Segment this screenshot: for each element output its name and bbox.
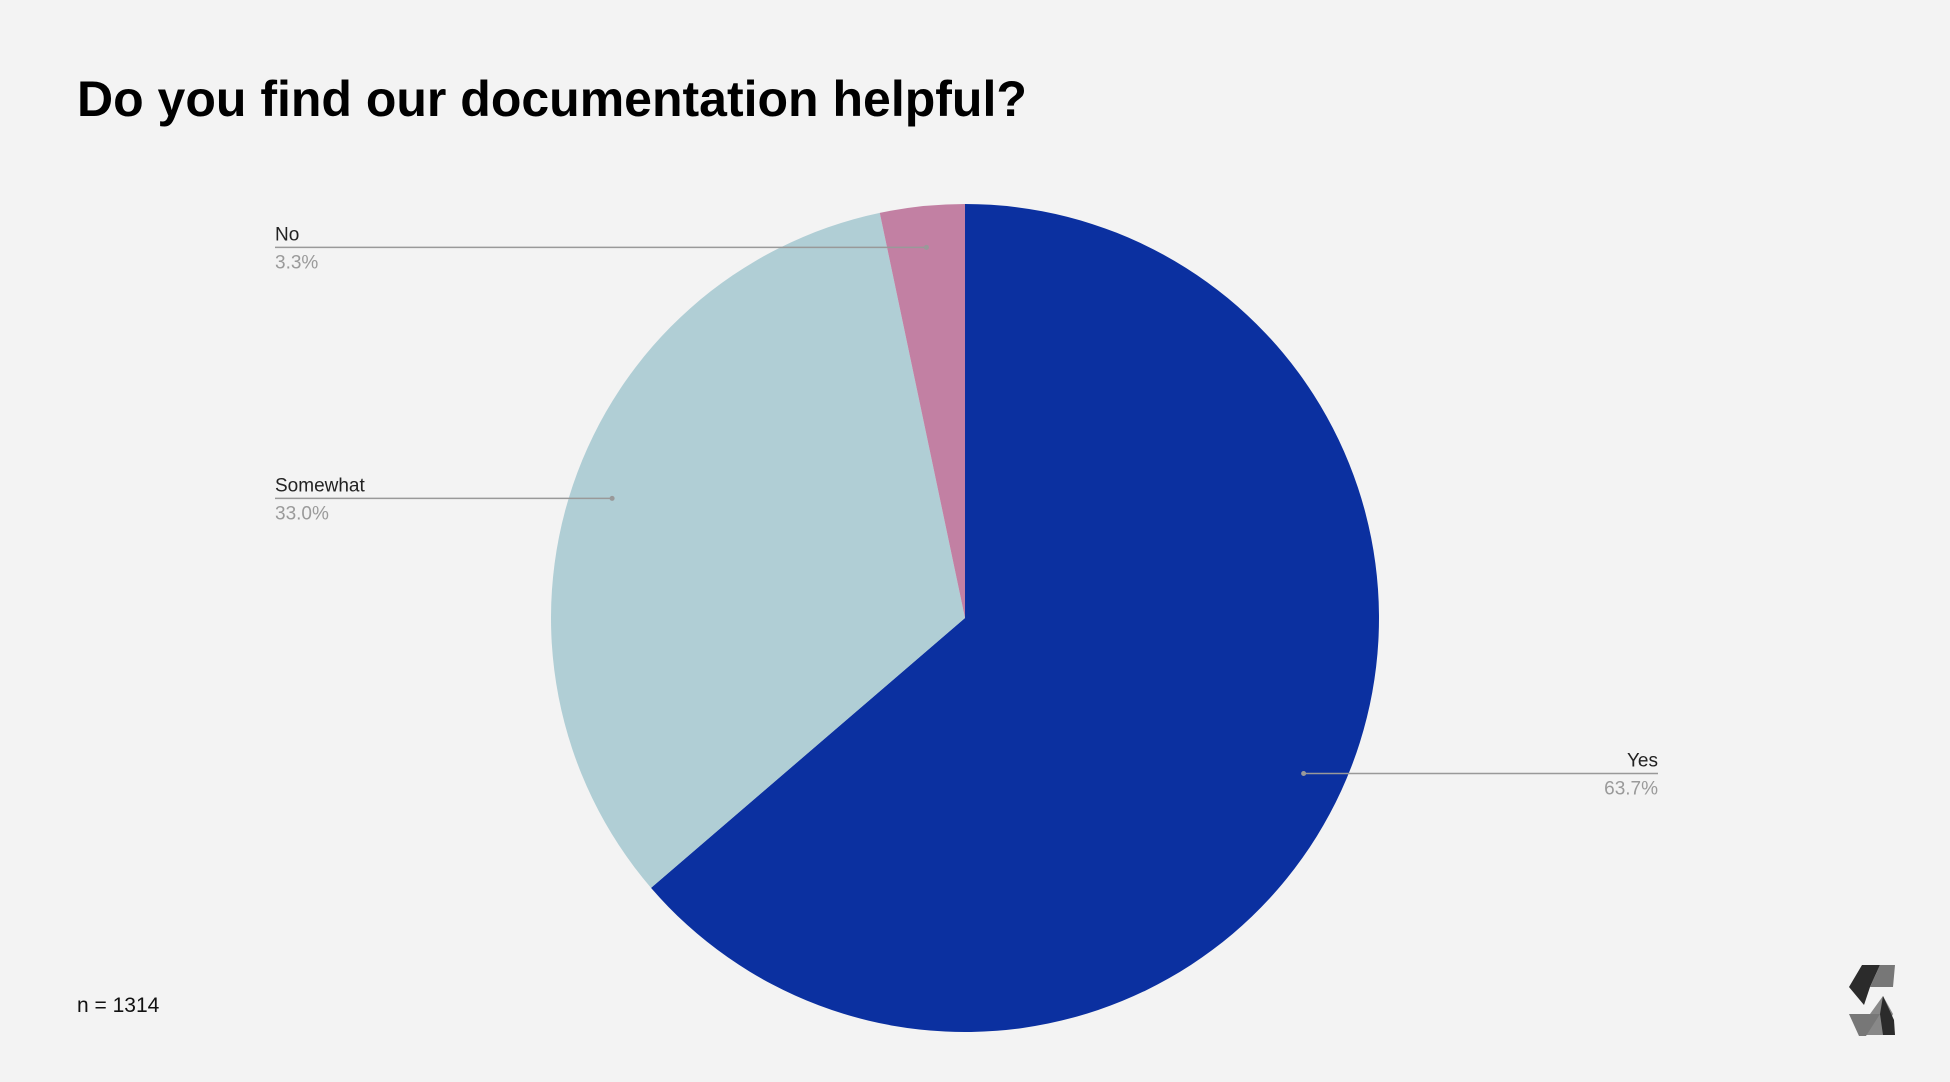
pie-slice bbox=[551, 212, 965, 888]
pie-slice bbox=[879, 204, 965, 618]
slice-label: Somewhat bbox=[275, 475, 365, 496]
slice-value-label: 33.0% bbox=[275, 503, 329, 524]
slice-label: Yes bbox=[1627, 750, 1658, 771]
sample-size-note: n = 1314 bbox=[77, 994, 160, 1017]
leader-dot bbox=[609, 495, 615, 501]
pie-slice bbox=[651, 204, 1379, 1033]
leader-dot bbox=[923, 244, 929, 250]
slice-label: No bbox=[275, 224, 299, 245]
slice-value-label: 63.7% bbox=[1604, 778, 1658, 799]
leader-dot bbox=[1301, 770, 1307, 776]
logo bbox=[1849, 965, 1895, 1036]
chart-title: Do you find our documentation helpful? bbox=[77, 71, 1027, 127]
slice-value-label: 3.3% bbox=[275, 252, 318, 273]
